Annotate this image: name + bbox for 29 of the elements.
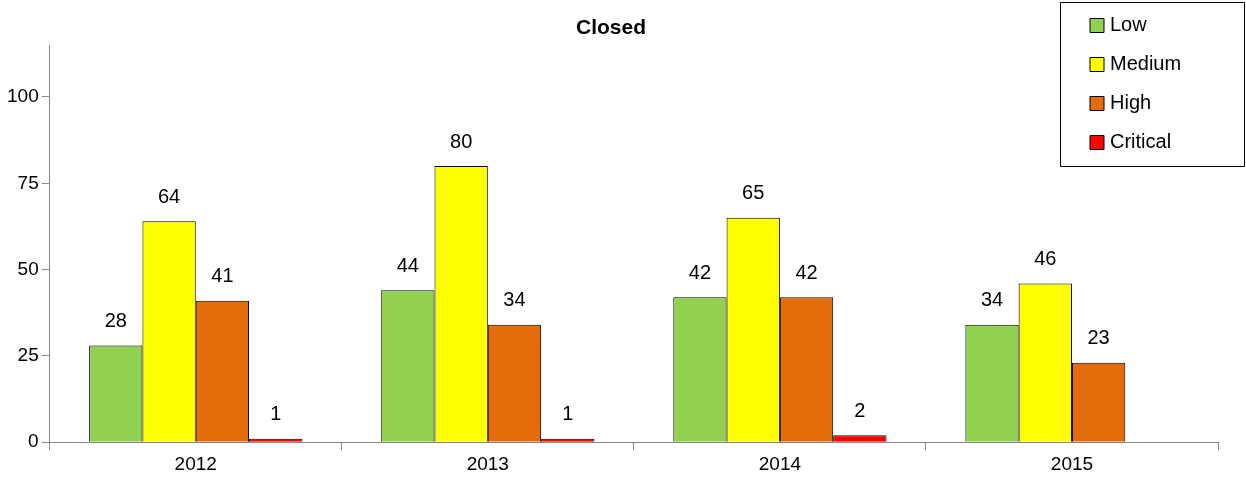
data-label: 42 xyxy=(795,260,818,283)
data-label: 42 xyxy=(688,260,712,283)
x-tick-label: 2013 xyxy=(466,452,509,474)
data-label: 34 xyxy=(503,288,526,311)
legend-label: Critical xyxy=(1110,130,1172,153)
legend-label: Low xyxy=(1110,13,1148,36)
data-label: 65 xyxy=(742,181,765,204)
x-tick-label: 2014 xyxy=(758,452,802,474)
data-label: 1 xyxy=(270,402,282,425)
y-tick-label: 25 xyxy=(17,344,39,366)
legend-label: Medium xyxy=(1110,52,1182,75)
data-label: 46 xyxy=(1034,246,1057,269)
legend-label: High xyxy=(1110,91,1152,114)
data-label: 34 xyxy=(980,288,1004,311)
y-tick-label: 0 xyxy=(28,430,39,452)
x-tick-label: 2012 xyxy=(174,452,217,474)
y-tick-label: 50 xyxy=(17,257,39,279)
data-label: 41 xyxy=(211,264,234,287)
y-tick-label: 100 xyxy=(7,85,39,107)
chart-title: Closed xyxy=(575,15,647,39)
y-tick-label: 75 xyxy=(17,171,39,193)
data-label: 23 xyxy=(1087,326,1110,349)
data-label: 1 xyxy=(562,402,574,425)
x-tick-label: 2015 xyxy=(1050,452,1094,474)
data-label: 28 xyxy=(104,309,127,332)
data-label: 44 xyxy=(396,253,419,276)
data-label: 80 xyxy=(450,129,473,152)
data-label: 64 xyxy=(157,184,181,207)
data-label: 2 xyxy=(854,398,866,421)
